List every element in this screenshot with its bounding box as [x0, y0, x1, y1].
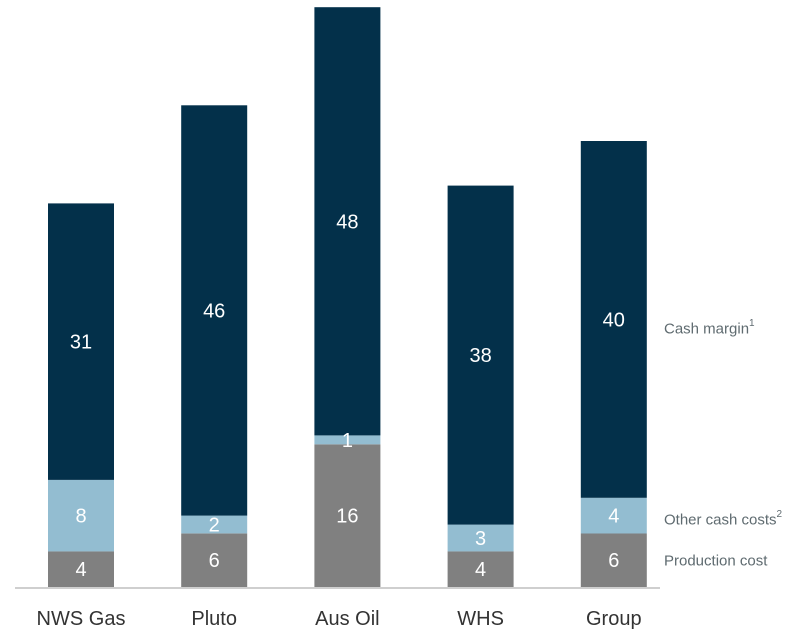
bar-group-production-cost — [580, 533, 647, 587]
legend-footnote-marker: 2 — [777, 509, 783, 520]
data-label-nws-gas-other-cash-costs: 8 — [75, 506, 86, 528]
bar-nws-gas-production-cost — [48, 551, 114, 587]
bar-whs-cash-margin — [447, 185, 514, 525]
bar-pluto-other-cash-costs — [181, 515, 248, 534]
data-label-nws-gas-cash-margin: 31 — [70, 332, 92, 354]
bar-whs-other-cash-costs — [447, 524, 514, 552]
data-label-nws-gas-production-cost: 4 — [75, 559, 86, 581]
data-label-whs-other-cash-costs: 3 — [475, 528, 486, 550]
bar-group-other-cash-costs — [580, 497, 647, 534]
legend-other-cash-costs: Other cash costs2 — [664, 509, 783, 529]
data-label-whs-production-cost: 4 — [475, 559, 486, 581]
legend-group: Production cost Other cash costs2 Cash mar… — [664, 318, 783, 570]
legend-footnote-marker: 1 — [749, 318, 755, 329]
category-label-nws-gas: NWS Gas — [37, 608, 126, 629]
category-label-group: Group — [586, 608, 642, 629]
category-label-whs: WHS — [457, 608, 504, 629]
bars-group — [48, 7, 647, 587]
bar-nws-gas-cash-margin — [48, 203, 114, 480]
data-label-aus-oil-other-cash-costs: 1 — [342, 430, 353, 452]
bar-pluto-production-cost — [181, 533, 248, 587]
category-label-aus-oil: Aus Oil — [315, 608, 379, 629]
data-label-pluto-production-cost: 6 — [209, 550, 220, 572]
data-label-group-production-cost: 6 — [608, 550, 619, 572]
category-label-pluto: Pluto — [191, 608, 237, 629]
bar-whs-production-cost — [447, 551, 514, 587]
data-label-aus-oil-cash-margin: 48 — [336, 211, 358, 233]
category-labels-group: NWS Gas Pluto Aus Oil WHS Group — [37, 608, 642, 629]
data-label-aus-oil-production-cost: 16 — [336, 506, 358, 528]
bar-group-cash-margin — [580, 141, 647, 498]
legend-production-cost: Production cost — [664, 553, 768, 570]
bar-pluto-cash-margin — [181, 105, 248, 516]
bar-aus-oil-other-cash-costs — [314, 435, 381, 445]
data-label-group-other-cash-costs: 4 — [608, 506, 619, 528]
bar-aus-oil-production-cost — [314, 444, 381, 587]
data-label-pluto-other-cash-costs: 2 — [209, 515, 220, 537]
data-label-whs-cash-margin: 38 — [469, 345, 491, 367]
data-label-pluto-cash-margin: 46 — [203, 301, 225, 323]
bar-aus-oil-cash-margin — [314, 7, 381, 436]
legend-cash-margin: Cash margin1 — [664, 318, 755, 338]
bar-nws-gas-other-cash-costs — [48, 480, 114, 552]
data-label-group-cash-margin: 40 — [603, 309, 625, 331]
